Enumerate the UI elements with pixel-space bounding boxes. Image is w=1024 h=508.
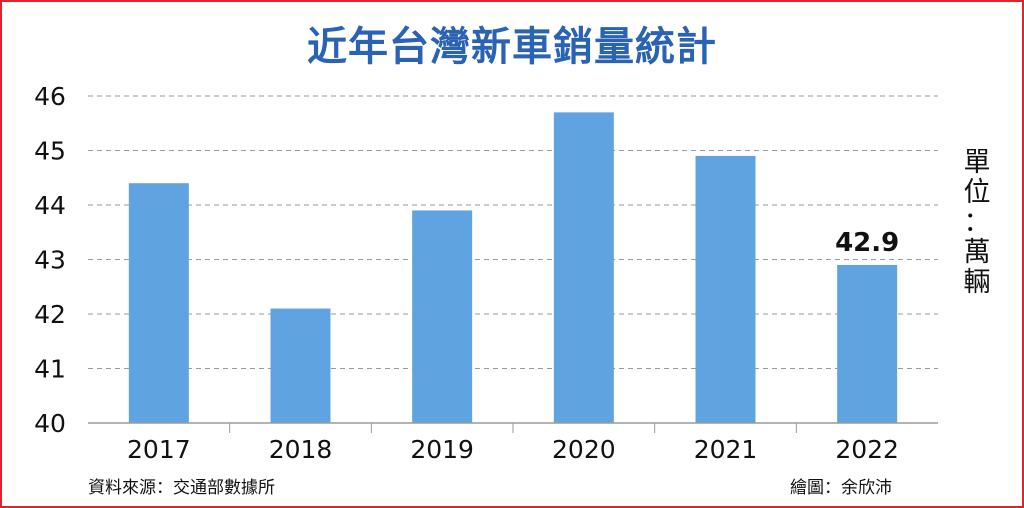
gridlines: [88, 95, 938, 369]
unit-label: 單位：萬輛: [962, 148, 992, 298]
x-tick-label: 2020: [552, 435, 616, 464]
source-note: 資料來源：交通部數據所: [88, 478, 275, 498]
bar-2022: [837, 264, 898, 423]
unit-label-char: ：: [963, 207, 991, 238]
y-tick-label: 40: [34, 409, 66, 438]
bar-2019: [412, 210, 473, 423]
y-tick-label: 41: [34, 355, 66, 384]
bar-2017: [128, 183, 189, 423]
unit-label-char: 輛: [963, 267, 991, 298]
y-tick-label: 45: [34, 137, 66, 166]
chart-title: 近年台灣新車銷量統計: [307, 24, 717, 70]
bar-2018: [270, 308, 331, 423]
unit-label-char: 萬: [963, 237, 991, 268]
credit-note: 繪圖：余欣沛: [790, 478, 892, 498]
x-tick-label: 2021: [694, 435, 758, 464]
unit-label-char: 單: [963, 147, 991, 178]
y-tick-label: 43: [34, 246, 66, 275]
y-tick-label: 42: [34, 300, 66, 329]
bars: [128, 112, 898, 423]
x-tick-label: 2018: [269, 435, 333, 464]
x-tick-label: 2022: [835, 435, 899, 464]
bar-2021: [695, 155, 756, 423]
y-axis: 40 41 42 43 44 45 46: [34, 82, 66, 438]
x-axis: 2017 2018 2019 2020 2021 2022: [88, 422, 938, 464]
bar-2020: [553, 112, 614, 423]
data-labels: 42.9: [835, 228, 899, 258]
x-tick-label: 2019: [410, 435, 474, 464]
y-tick-label: 46: [34, 82, 66, 111]
x-tick-label: 2017: [127, 435, 191, 464]
unit-label-char: 位: [963, 177, 991, 208]
y-tick-label: 44: [34, 191, 66, 220]
data-label: 42.9: [835, 228, 899, 258]
